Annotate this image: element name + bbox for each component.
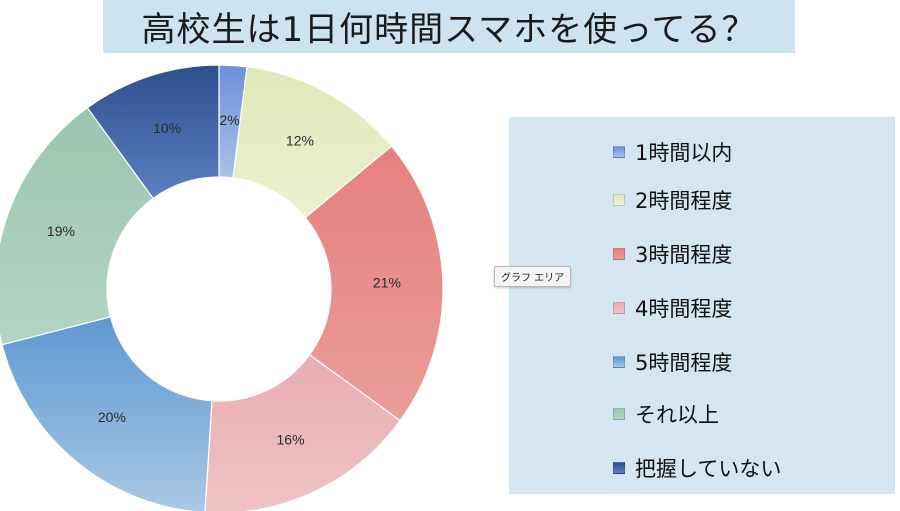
slice-data-label-3: 16% <box>277 432 305 448</box>
legend-swatch-0 <box>613 146 625 158</box>
legend-item-4: 5時間程度 <box>613 347 732 377</box>
slice-data-label-2: 21% <box>373 274 401 290</box>
slice-data-label-4: 20% <box>98 409 126 425</box>
legend-label-1: 2時間程度 <box>635 189 733 213</box>
chart-area-tooltip: グラフ エリア <box>494 266 572 287</box>
slice-data-label-6: 10% <box>153 120 181 136</box>
chart-title: 高校生は1日何時間スマホを使ってる？ <box>103 0 795 53</box>
donut-slice-6[interactable] <box>86 64 220 200</box>
donut-slice-5[interactable] <box>0 106 155 346</box>
legend-item-5: それ以上 <box>613 399 719 429</box>
donut-slice-4[interactable] <box>1 316 213 511</box>
legend-label-5: それ以上 <box>635 403 719 427</box>
legend-swatch-6 <box>613 462 625 474</box>
legend-swatch-3 <box>613 302 625 314</box>
donut-slice-3[interactable] <box>204 353 402 511</box>
legend-label-3: 4時間程度 <box>635 297 733 321</box>
legend-item-6: 把握していない <box>613 453 781 483</box>
legend-swatch-2 <box>613 248 625 260</box>
legend-swatch-4 <box>613 356 625 368</box>
donut-slice-2[interactable] <box>304 145 444 422</box>
legend-label-2: 3時間程度 <box>635 243 733 267</box>
slice-data-label-0: 2% <box>219 112 239 128</box>
legend-item-3: 4時間程度 <box>613 293 732 323</box>
legend-item-2: 3時間程度 <box>613 239 732 269</box>
legend-item-1: 2時間程度 <box>613 185 732 215</box>
legend-swatch-1 <box>613 194 625 206</box>
slice-data-label-5: 19% <box>47 223 75 239</box>
donut-chart[interactable]: 2% 12% 21% 16% 20% 19% 10% <box>0 0 510 511</box>
chart-legend[interactable]: 1時間以内 2時間程度 3時間程度 4時間程度 5時間程度 それ以上 把握してい… <box>509 117 895 494</box>
legend-swatch-5 <box>613 408 625 420</box>
slice-data-label-1: 12% <box>286 132 314 148</box>
legend-label-4: 5時間程度 <box>635 351 733 375</box>
legend-label-0: 1時間以内 <box>635 141 733 165</box>
legend-item-0: 1時間以内 <box>613 137 732 167</box>
legend-label-6: 把握していない <box>635 457 782 481</box>
